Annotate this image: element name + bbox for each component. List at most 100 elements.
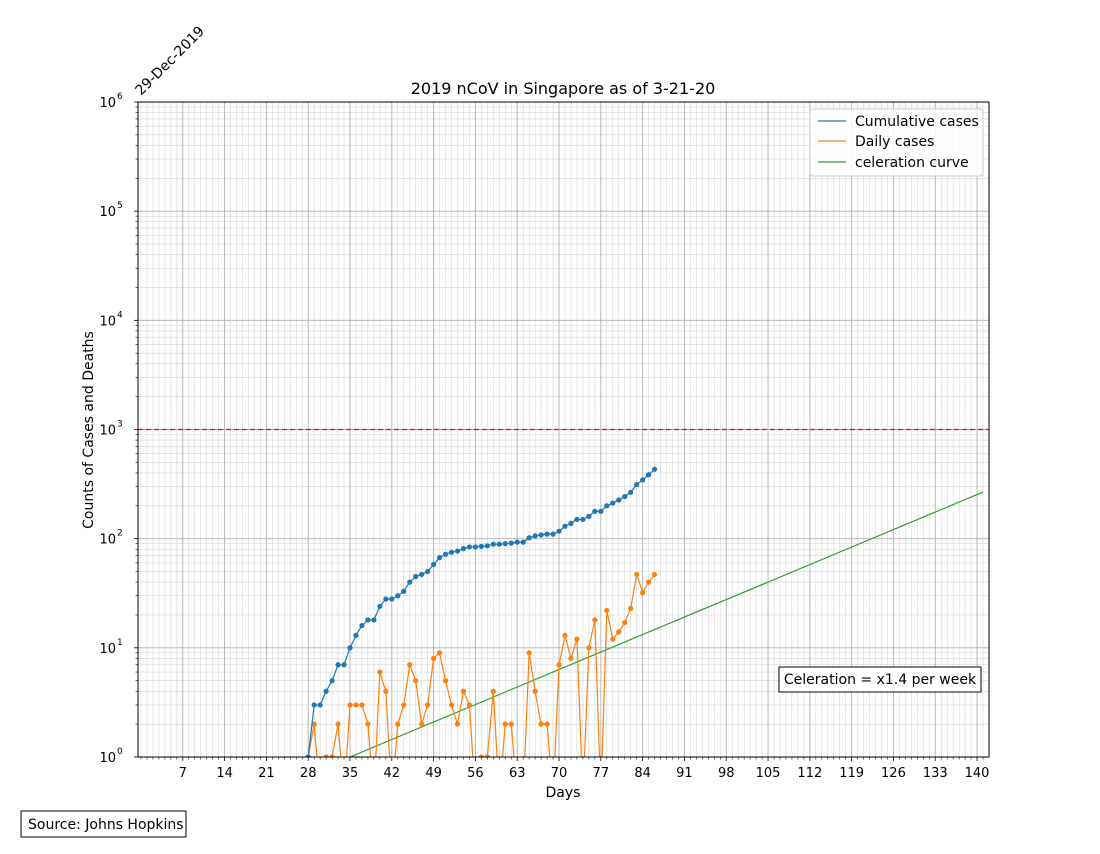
daily-cases-point	[556, 662, 562, 668]
cumulative-cases-point	[442, 551, 449, 557]
cumulative-cases-point	[502, 541, 508, 547]
cumulative-cases-point	[436, 555, 443, 561]
y-tick-label: 10	[99, 751, 116, 766]
x-tick-label: 98	[718, 766, 735, 781]
cumulative-cases-point	[598, 508, 604, 514]
daily-cases-point	[454, 721, 461, 727]
cumulative-cases-point	[407, 579, 413, 585]
daily-cases-point	[508, 721, 514, 727]
cumulative-cases-point	[401, 588, 407, 594]
daily-cases-point	[425, 702, 431, 708]
daily-cases-point	[604, 607, 610, 614]
daily-cases-point	[592, 617, 598, 623]
cumulative-cases-point	[622, 493, 628, 500]
daily-cases-point	[359, 702, 365, 708]
daily-cases-point	[616, 629, 622, 635]
cumulative-cases-point	[574, 516, 580, 523]
legend: Cumulative cases Daily cases celeration …	[809, 108, 984, 177]
source-note-text: Source: Johns Hopkins	[28, 817, 184, 833]
daily-cases-point	[478, 754, 484, 757]
daily-cases-point	[377, 669, 383, 675]
cumulative-cases-point	[490, 541, 496, 547]
y-tick-label: 10	[99, 533, 116, 548]
y-tick-label-exponent: 5	[117, 201, 123, 211]
daily-cases-point	[574, 636, 580, 642]
daily-cases-point	[544, 721, 550, 727]
cumulative-cases-point	[508, 540, 514, 546]
cumulative-cases-point	[466, 544, 473, 550]
cumulative-cases-point	[395, 593, 401, 599]
legend-frame	[809, 108, 984, 177]
daily-cases-point	[431, 655, 437, 662]
cumulative-cases-point	[389, 596, 395, 602]
cumulative-cases-point	[592, 508, 598, 514]
daily-cases-point	[395, 721, 401, 727]
legend-label-daily: Daily cases	[855, 134, 934, 150]
daily-cases-point	[586, 645, 592, 651]
x-tick-label: 21	[258, 766, 275, 781]
celeration-line	[349, 491, 984, 757]
x-tick-label: 133	[923, 766, 948, 781]
cumulative-cases-point	[425, 568, 431, 575]
y-tick-label: 10	[99, 96, 116, 111]
x-tick-label: 70	[551, 766, 568, 781]
cumulative-cases-point	[496, 541, 502, 547]
daily-cases-point	[490, 688, 496, 694]
daily-cases-point	[484, 754, 490, 757]
cumulative-cases-point	[562, 523, 568, 529]
daily-cases-point	[460, 688, 467, 694]
x-tick-label: 56	[467, 766, 484, 781]
daily-cases-point	[562, 632, 568, 638]
y-tick-label-exponent: 4	[117, 310, 123, 320]
daily-cases-point	[532, 688, 538, 694]
y-tick-label: 10	[99, 314, 116, 329]
x-tick-label: 140	[965, 766, 990, 781]
daily-cases-point	[401, 702, 407, 708]
cumulative-cases-point	[317, 702, 323, 708]
cumulative-cases-point	[365, 617, 371, 623]
y-axis-label: Counts of Cases and Deaths	[81, 331, 97, 529]
daily-cases-point	[311, 721, 317, 727]
x-tick-label: 7	[179, 766, 187, 781]
daily-cases-point	[651, 571, 658, 578]
daily-cases-point	[466, 702, 473, 708]
cumulative-cases-point	[640, 477, 646, 483]
x-tick-label: 49	[425, 766, 442, 781]
cumulative-cases-point	[556, 528, 562, 534]
cumulative-cases-point	[586, 513, 592, 519]
plot-area	[305, 466, 984, 757]
x-tick-label: 105	[756, 766, 781, 781]
cumulative-cases-point	[514, 539, 520, 545]
cumulative-cases-point	[323, 688, 329, 694]
cumulative-cases-point	[520, 539, 526, 545]
x-tick-label: 35	[342, 766, 359, 781]
daily-cases-point	[628, 605, 634, 611]
cumulative-cases-point	[478, 543, 484, 549]
daily-cases-point	[442, 678, 449, 684]
daily-cases-point	[634, 571, 640, 578]
daily-cases-point	[329, 754, 335, 757]
x-tick-label: 112	[797, 766, 822, 781]
cumulative-cases-point	[377, 603, 383, 609]
cumulative-cases-point	[383, 596, 389, 602]
cumulative-cases-point	[454, 548, 461, 554]
cumulative-cases-point	[550, 531, 556, 537]
x-tick-label: 28	[300, 766, 317, 781]
cumulative-cases-point	[353, 632, 359, 638]
cumulative-cases-point	[651, 466, 658, 472]
daily-cases-point	[383, 688, 389, 694]
daily-cases-point	[419, 721, 425, 727]
y-tick-label: 10	[99, 642, 116, 657]
daily-cases-point	[335, 721, 341, 727]
cumulative-cases-point	[448, 549, 455, 555]
daily-cases-point	[436, 650, 443, 656]
daily-cases-point	[538, 721, 544, 727]
cumulative-cases-point	[610, 500, 616, 506]
daily-cases-point	[610, 636, 616, 642]
x-tick-label: 119	[839, 766, 864, 781]
daily-cases-point	[323, 754, 329, 757]
x-tick-label: 91	[676, 766, 693, 781]
